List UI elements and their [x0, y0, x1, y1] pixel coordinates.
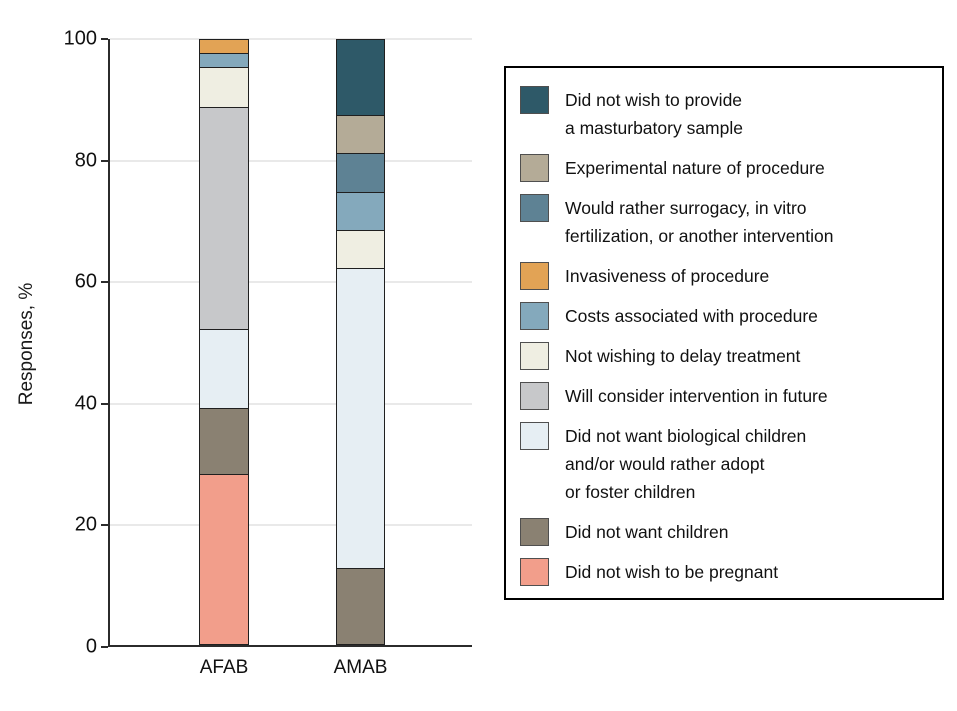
y-tick-label-100: 100	[63, 27, 97, 50]
segment-amab	[337, 114, 384, 154]
gridline-60	[110, 281, 472, 283]
legend-swatch-2	[520, 194, 549, 222]
y-tick-60	[101, 281, 108, 283]
gridline-20	[110, 524, 472, 526]
segment-amab	[337, 153, 384, 192]
legend-entry-5: Not wishing to delay treatment	[520, 342, 932, 370]
legend-label-line: Not wishing to delay treatment	[565, 346, 801, 366]
legend: Did not wish to provide a masturbatory sa…	[504, 66, 944, 600]
legend-swatch-1	[520, 154, 549, 182]
y-tick-label-40: 40	[74, 392, 97, 415]
legend-label-8: Did not want children	[565, 518, 728, 546]
y-tick-100	[101, 38, 108, 40]
segment-afab	[200, 407, 248, 474]
legend-swatch-8	[520, 518, 549, 546]
legend-swatch-9	[520, 558, 549, 586]
y-tick-80	[101, 160, 108, 162]
gridline-100	[110, 38, 472, 40]
legend-label-line: or foster children	[565, 482, 696, 502]
segment-afab	[200, 329, 248, 408]
x-tick-label-amab: AMAB	[333, 657, 388, 678]
segment-afab	[200, 40, 248, 54]
x-tick-label-afab: AFAB	[199, 657, 249, 678]
legend-label-line: fertilization, or another intervention	[565, 226, 834, 246]
bar-afab	[199, 39, 249, 645]
legend-label-line: Did not wish to be pregnant	[565, 562, 779, 582]
legend-label-line: Invasiveness of procedure	[565, 266, 770, 286]
y-tick-label-0: 0	[85, 635, 97, 658]
legend-entry-2: Would rather surrogacy, in vitro fertiliz…	[520, 194, 932, 250]
segment-amab	[337, 40, 384, 115]
legend-swatch-0	[520, 86, 549, 114]
segment-amab	[337, 268, 384, 569]
y-tick-20	[101, 524, 108, 526]
legend-label-line: Will consider intervention in future	[565, 386, 828, 406]
legend-label-3: Invasiveness of procedure	[565, 262, 769, 290]
legend-label-7: Did not want biological children and/or w…	[565, 422, 806, 506]
legend-entry-7: Did not want biological children and/or w…	[520, 422, 932, 506]
legend-label-1: Experimental nature of procedure	[565, 154, 825, 182]
legend-label-line: Did not wish to provide	[565, 90, 743, 110]
gridline-80	[110, 160, 472, 162]
legend-label-line: Experimental nature of procedure	[565, 158, 825, 178]
gridline-40	[110, 403, 472, 405]
segment-afab	[200, 473, 248, 644]
legend-entry-4: Costs associated with procedure	[520, 302, 932, 330]
legend-entry-6: Will consider intervention in future	[520, 382, 932, 410]
segment-afab	[200, 107, 248, 330]
y-tick-0	[101, 646, 108, 648]
legend-label-5: Not wishing to delay treatment	[565, 342, 800, 370]
legend-entry-0: Did not wish to provide a masturbatory sa…	[520, 86, 932, 142]
legend-swatch-6	[520, 382, 549, 410]
y-tick-label-60: 60	[74, 270, 97, 293]
legend-entry-9: Did not wish to be pregnant	[520, 558, 932, 586]
legend-entry-1: Experimental nature of procedure	[520, 154, 932, 182]
legend-label-9: Did not wish to be pregnant	[565, 558, 778, 586]
legend-label-line: and/or would rather adopt	[565, 454, 765, 474]
y-tick-label-20: 20	[74, 513, 97, 536]
legend-label-line: Would rather surrogacy, in vitro	[565, 198, 807, 218]
legend-label-0: Did not wish to provide a masturbatory sa…	[565, 86, 743, 142]
legend-entry-8: Did not want children	[520, 518, 932, 546]
plot-area: 0 20 40 60 80 100 AFAB AMAB	[64, 28, 472, 678]
legend-label-line: a masturbatory sample	[565, 118, 743, 138]
legend-label-6: Will consider intervention in future	[565, 382, 828, 410]
legend-swatch-5	[520, 342, 549, 370]
legend-label-4: Costs associated with procedure	[565, 302, 818, 330]
segment-amab	[337, 191, 384, 230]
legend-swatch-4	[520, 302, 549, 330]
y-tick-40	[101, 403, 108, 405]
segment-afab	[200, 67, 248, 108]
legend-label-2: Would rather surrogacy, in vitro fertiliz…	[565, 194, 833, 250]
legend-label-line: Did not want children	[565, 522, 729, 542]
legend-label-line: Did not want biological children	[565, 426, 807, 446]
legend-label-line: Costs associated with procedure	[565, 306, 818, 326]
legend-entry-3: Invasiveness of procedure	[520, 262, 932, 290]
legend-swatch-7	[520, 422, 549, 450]
segment-afab	[200, 53, 248, 68]
legend-swatch-3	[520, 262, 549, 290]
segment-amab	[337, 229, 384, 269]
segment-amab	[337, 568, 384, 644]
y-tick-label-80: 80	[74, 149, 97, 172]
y-axis-title: Responses, %	[16, 282, 37, 406]
bar-amab	[336, 39, 385, 645]
